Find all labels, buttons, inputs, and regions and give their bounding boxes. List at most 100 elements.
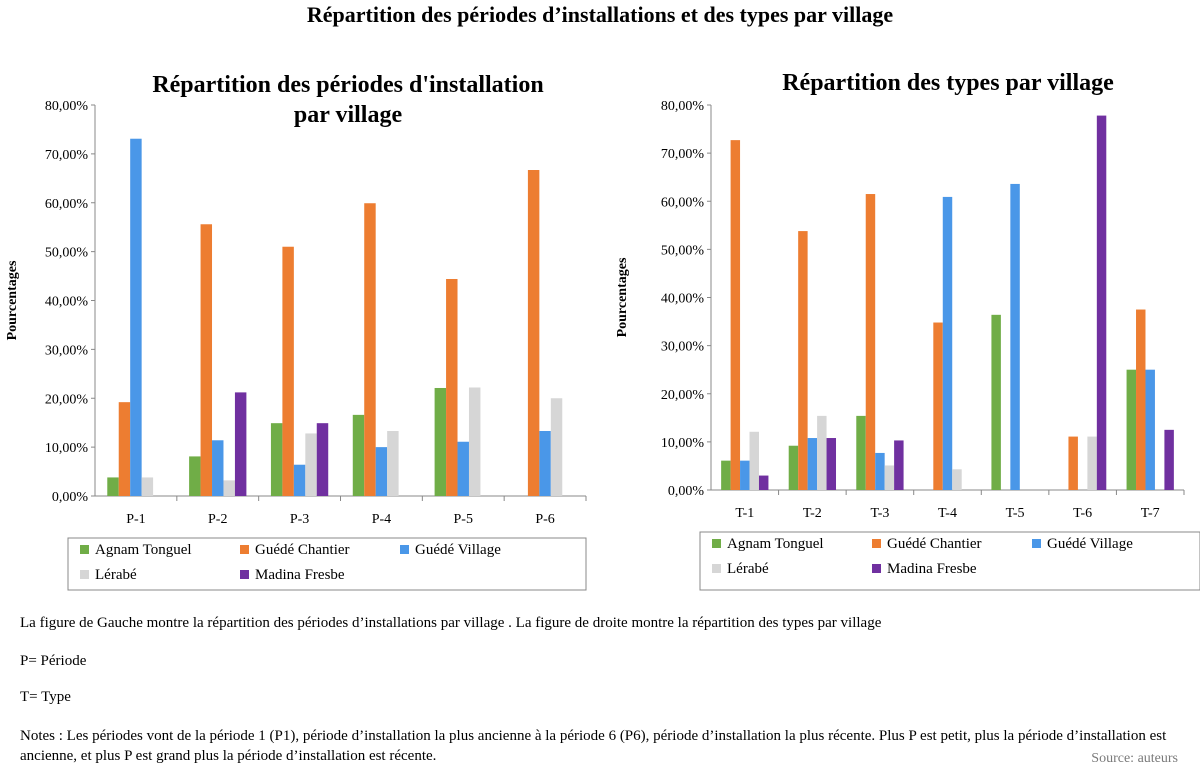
bar xyxy=(1136,309,1146,490)
x-tick-label: T-7 xyxy=(1141,506,1160,521)
y-tick-label: 60,00% xyxy=(661,195,705,210)
chart-title: Répartition des périodes d'installation xyxy=(152,72,543,98)
bar xyxy=(352,414,365,496)
x-tick-label: P-6 xyxy=(535,512,554,527)
y-tick-label: 80,00% xyxy=(45,99,89,114)
legend-label: Lérabé xyxy=(727,561,769,577)
bar xyxy=(1010,183,1020,491)
bar xyxy=(457,441,469,496)
x-tick-label: T-4 xyxy=(938,506,957,521)
bar xyxy=(234,392,247,496)
bar xyxy=(788,445,799,490)
bar xyxy=(527,170,540,496)
bar xyxy=(933,322,943,490)
bar xyxy=(434,387,447,496)
bar xyxy=(826,438,837,490)
bar xyxy=(468,387,481,496)
bar xyxy=(212,440,224,496)
y-tick-label: 70,00% xyxy=(45,148,89,163)
legend-label: Guédé Village xyxy=(415,542,501,558)
bar xyxy=(807,438,818,490)
y-tick-label: 10,00% xyxy=(45,441,89,456)
bar xyxy=(223,480,235,496)
y-tick-label: 40,00% xyxy=(45,295,89,310)
y-tick-label: 40,00% xyxy=(661,292,705,307)
figure-caption: La figure de Gauche montre la répartitio… xyxy=(20,615,882,631)
x-tick-label: T-6 xyxy=(1073,506,1092,521)
legend-swatch xyxy=(240,570,249,579)
legend-swatch xyxy=(80,570,89,579)
x-tick-label: P-5 xyxy=(454,512,473,527)
y-axis-label: Pourcentages xyxy=(5,260,20,340)
y-axis-label: Pourcentages xyxy=(615,257,630,337)
y-tick-label: 70,00% xyxy=(661,147,705,162)
legend-box xyxy=(67,537,587,591)
bar xyxy=(884,465,895,490)
bar xyxy=(282,246,294,496)
bar xyxy=(375,447,388,496)
x-tick-label: T-2 xyxy=(803,506,822,521)
legend-swatch xyxy=(400,545,409,554)
bar xyxy=(817,415,827,490)
bar xyxy=(1164,429,1174,490)
bar xyxy=(364,203,376,496)
bar xyxy=(270,423,283,496)
bar xyxy=(798,231,808,490)
legend-label: Madina Fresbe xyxy=(255,567,345,583)
bar xyxy=(539,430,551,496)
bar xyxy=(1126,369,1137,490)
x-tick-label: P-2 xyxy=(208,512,227,527)
y-tick-label: 0,00% xyxy=(52,490,89,505)
x-tick-label: T-3 xyxy=(870,506,889,521)
y-tick-label: 80,00% xyxy=(661,99,705,114)
legend-label: Guédé Chantier xyxy=(887,536,982,552)
chart-title: Répartition des types par village xyxy=(782,70,1114,96)
y-tick-label: 30,00% xyxy=(661,340,705,355)
p-definition: P= Période xyxy=(20,653,87,669)
bar xyxy=(293,464,306,496)
legend-box xyxy=(699,531,1200,591)
bar xyxy=(446,278,458,496)
bar xyxy=(118,402,131,496)
bar xyxy=(991,314,1001,490)
legend-swatch xyxy=(872,539,881,548)
y-tick-label: 30,00% xyxy=(45,343,89,358)
legend-label: Guédé Village xyxy=(1047,536,1133,552)
y-tick-label: 20,00% xyxy=(661,388,705,403)
bar xyxy=(189,456,201,496)
bar xyxy=(856,415,866,490)
x-tick-label: T-5 xyxy=(1006,506,1025,521)
legend-swatch xyxy=(240,545,249,554)
legend-label: Madina Fresbe xyxy=(887,561,977,577)
chart-types-par-village: Répartition des types par village Pourcen… xyxy=(615,70,1200,591)
y-tick-label: 60,00% xyxy=(45,197,89,212)
legend-label: Lérabé xyxy=(95,567,137,583)
bar xyxy=(758,475,769,490)
bar xyxy=(130,138,142,496)
bar xyxy=(952,469,962,490)
bar xyxy=(875,452,885,490)
bar xyxy=(894,440,904,490)
x-tick-label: P-3 xyxy=(290,512,309,527)
bar xyxy=(316,423,329,496)
bar xyxy=(721,460,731,490)
legend-swatch xyxy=(80,545,89,554)
chart-periodes-installation: Répartition des périodes d'installation p… xyxy=(5,72,587,591)
y-tick-label: 10,00% xyxy=(661,436,705,451)
y-tick-label: 50,00% xyxy=(45,246,89,261)
x-tick-label: P-4 xyxy=(372,512,391,527)
bar xyxy=(305,433,317,496)
legend-label: Agnam Tonguel xyxy=(727,536,824,552)
page-title: Répartition des périodes d’installations… xyxy=(306,2,894,27)
t-definition: T= Type xyxy=(20,689,71,705)
x-tick-label: T-1 xyxy=(735,506,754,521)
bar xyxy=(141,477,154,496)
bar xyxy=(942,196,953,490)
bar xyxy=(1096,115,1107,491)
chart-title: par village xyxy=(294,102,403,128)
y-tick-label: 20,00% xyxy=(45,392,89,407)
bar xyxy=(107,477,119,496)
bar xyxy=(1087,436,1097,490)
bar xyxy=(740,460,750,490)
y-tick-label: 0,00% xyxy=(668,484,705,499)
